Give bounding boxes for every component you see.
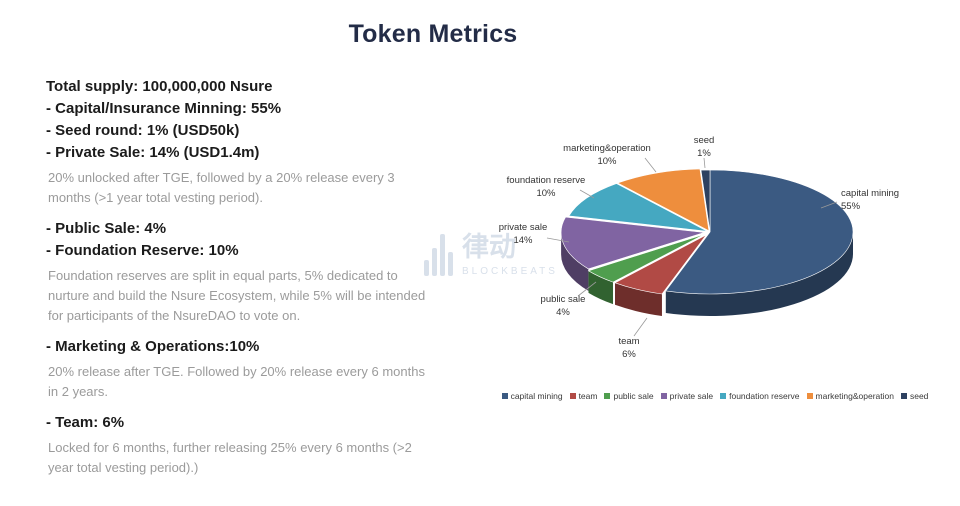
pie-slice-marketing&operation [616, 168, 710, 232]
pie-label-pct-foundation reserve: 10% [536, 188, 556, 199]
pie-label-name-private sale: private sale [499, 222, 548, 233]
legend-item-seed: seed [900, 391, 929, 401]
legend-label-private sale: private sale [669, 391, 714, 401]
legend-label-seed: seed [909, 391, 929, 401]
bullet-capital-mining: - Capital/Insurance Minning: 55% [46, 100, 282, 117]
bullet-public-sale: - Public Sale: 4% [46, 220, 167, 237]
pie-label-line-public sale [577, 281, 597, 297]
pie-label-name-team: team [618, 336, 639, 347]
legend-item-private sale: private sale [660, 391, 714, 401]
legend-marker-marketing&operation [806, 393, 813, 399]
pie-label-pct-private sale: 14% [513, 235, 533, 246]
total-supply-line: Total supply: 100,000,000 Nsure [46, 78, 273, 95]
pie-slice-foundation reserve [568, 183, 708, 232]
pie-slice-team [614, 234, 707, 295]
token-pie-chart: capital mining 55% team 6% public sale 4% priv… [480, 128, 950, 401]
pie-side-public sale [588, 270, 614, 305]
legend-item-capital mining: capital mining [501, 391, 563, 401]
legend-marker-private sale [660, 393, 667, 399]
watermark-cjk-text: 律动 [462, 232, 516, 262]
pie-label-pct-marketing&operation: 10% [597, 156, 617, 167]
pie-label-name-capital mining: capital mining [841, 188, 899, 199]
pie-slice-private sale [560, 216, 705, 270]
pie-label-name-marketing&operation: marketing&operation [563, 143, 651, 154]
bullet-seed-round: - Seed round: 1% (USD50k) [46, 122, 240, 139]
legend-label-marketing&operation: marketing&operation [815, 391, 894, 401]
pie-label-line-foundation reserve [579, 189, 595, 199]
pie-slice-seed [700, 169, 711, 233]
legend-label-team: team [578, 391, 598, 401]
bullet-foundation-reserve: - Foundation Reserve: 10% [46, 242, 239, 259]
pie-label-pct-seed: 1% [697, 148, 711, 159]
legend-marker-public sale [604, 393, 611, 399]
pie-label-line-team [633, 317, 648, 337]
legend-marker-foundation reserve [720, 393, 727, 399]
note-marketing-operations: 20% release after TGE. Followed by 20% r… [48, 364, 425, 399]
pie-side-capital mining [665, 232, 853, 316]
pie-label-line-private sale [546, 237, 570, 243]
legend-item-foundation reserve: foundation reserve [720, 391, 800, 401]
token-metrics-text-column: Total supply: 100,000,000 Nsure - Capita… [46, 76, 446, 488]
pie-label-name-seed: seed [694, 135, 715, 146]
legend-label-foundation reserve: foundation reserve [729, 391, 800, 401]
pie-side-team [614, 282, 662, 317]
legend-item-public sale: public sale [604, 391, 654, 401]
pie-side-private sale [561, 232, 589, 291]
bullet-private-sale: - Private Sale: 14% (USD1.4m) [46, 144, 260, 161]
pie-slice-public sale [587, 234, 705, 283]
pie-chart-legend: capital mining team public sale private sal… [480, 391, 950, 401]
pie-label-line-marketing&operation [644, 157, 657, 173]
legend-label-capital mining: capital mining [510, 391, 563, 401]
bullet-team: - Team: 6% [46, 414, 125, 431]
note-foundation-reserve: Foundation reserves are split in equal p… [48, 268, 426, 323]
pie-label-name-foundation reserve: foundation reserve [507, 175, 586, 186]
pie-slice-capital mining [665, 169, 854, 295]
pie-chart-svg: capital mining 55% team 6% public sale 4% priv… [499, 135, 899, 360]
pie-label-line-seed [703, 157, 706, 169]
blockbeats-watermark: 律动 BLOCKBEATS [424, 232, 558, 277]
pie-label-pct-capital mining: 55% [841, 201, 861, 212]
legend-marker-team [569, 393, 576, 399]
blockbeats-logo-icon [424, 233, 453, 276]
pie-label-name-public sale: public sale [541, 294, 586, 305]
pie-label-line-capital mining [820, 201, 838, 209]
legend-item-team: team [569, 391, 598, 401]
note-private-sale: 20% unlocked after TGE, followed by a 20… [48, 170, 395, 205]
bullet-marketing-operations: - Marketing & Operations:10% [46, 338, 260, 355]
pie-label-pct-public sale: 4% [556, 307, 570, 318]
legend-item-marketing&operation: marketing&operation [806, 391, 894, 401]
legend-label-public sale: public sale [613, 391, 654, 401]
pie-label-pct-team: 6% [622, 349, 636, 360]
legend-marker-capital mining [501, 393, 508, 399]
legend-marker-seed [900, 393, 907, 399]
note-team: Locked for 6 months, further releasing 2… [48, 440, 412, 475]
watermark-brand-text: BLOCKBEATS [462, 266, 558, 278]
page-title: Token Metrics [348, 20, 518, 48]
